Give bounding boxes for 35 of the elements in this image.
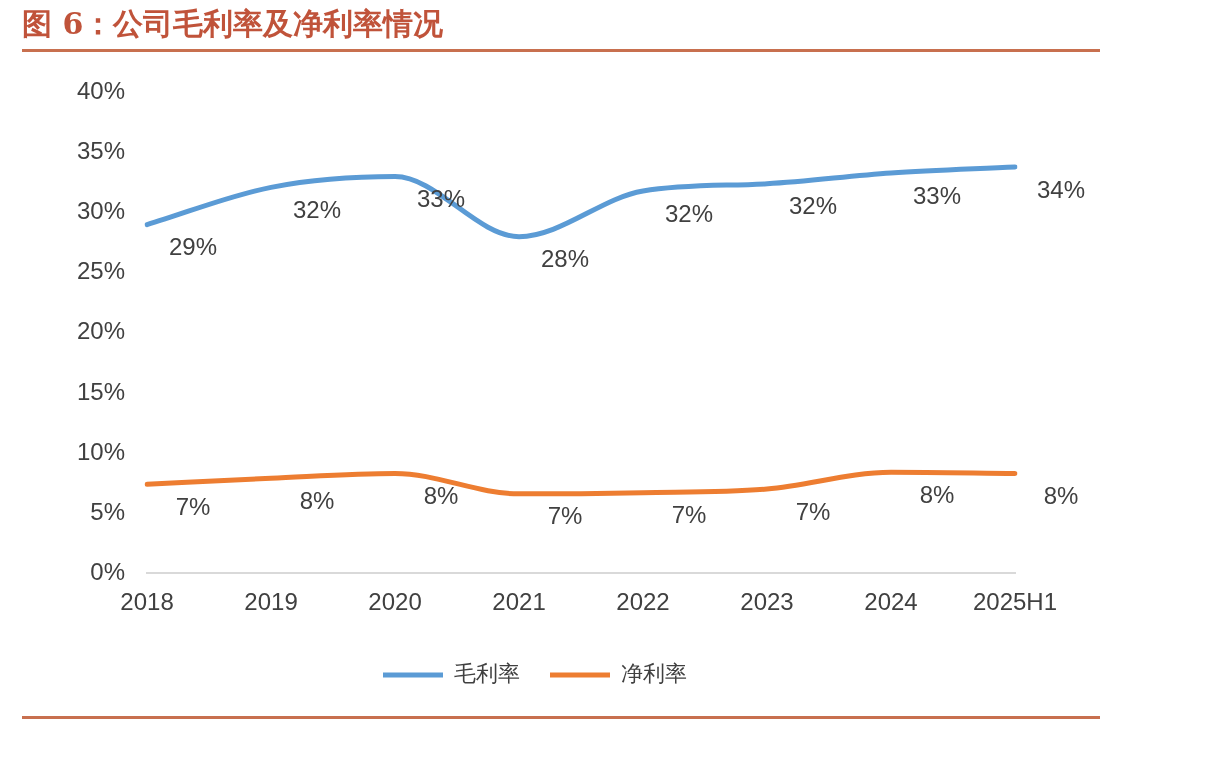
x-tick-label: 2022 [616,588,670,616]
data-label: 7% [547,502,583,530]
x-tick-label: 2018 [120,588,174,616]
x-tick-label: 2025H1 [972,588,1058,616]
data-label: 7% [175,492,211,520]
y-tick-label: 5% [90,497,126,525]
data-label: 32% [293,195,342,223]
y-tick-label: 20% [76,317,126,345]
x-tick-label: 2023 [740,588,794,616]
y-tick-label: 15% [76,377,126,405]
data-label: 8% [299,486,335,514]
data-label: 8% [1043,482,1079,510]
data-label: 7% [671,501,707,529]
x-tick-label: 2024 [864,588,918,616]
y-tick-label: 10% [76,437,126,465]
x-tick-label: 2019 [244,588,298,616]
y-tick-label: 30% [76,197,126,225]
data-label: 32% [788,192,838,220]
x-tick-label: 2020 [368,588,422,616]
data-label: 8% [423,482,459,510]
data-label: 32% [664,199,714,227]
data-label: 28% [541,245,590,273]
y-tick-label: 40% [76,77,126,105]
legend-label: 毛利率 [454,660,520,686]
y-tick-label: 35% [76,137,126,165]
data-label: 34% [1036,175,1086,203]
data-label: 8% [919,480,955,508]
data-label: 29% [169,233,218,261]
data-label: 7% [795,497,831,525]
chart-title: 图 6：公司毛利率及净利率情况 [22,5,444,43]
y-tick-label: 25% [76,257,126,285]
y-tick-label: 0% [90,557,126,585]
x-tick-label: 2021 [492,588,546,616]
data-label: 33% [912,181,962,209]
legend-label: 净利率 [621,660,687,686]
